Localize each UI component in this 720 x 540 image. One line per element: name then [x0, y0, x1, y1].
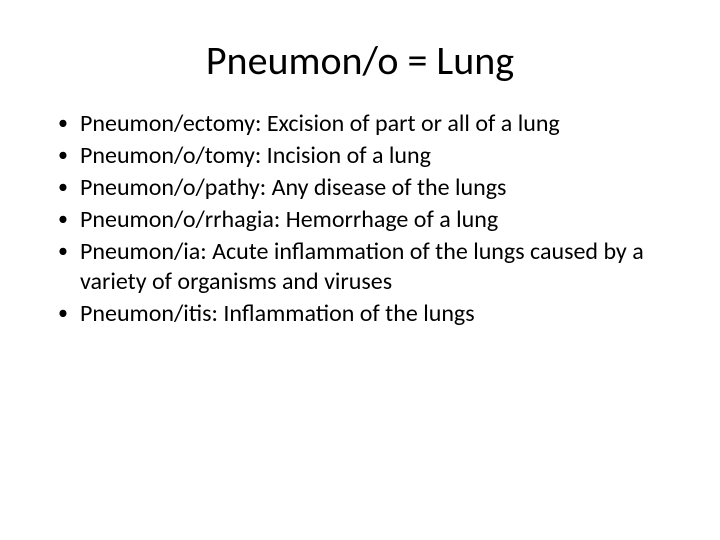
- list-item: Pneumon/o/pathy: Any disease of the lung…: [58, 173, 680, 203]
- list-item: Pneumon/o/rrhagia: Hemorrhage of a lung: [58, 205, 680, 235]
- list-item: Pneumon/o/tomy: Incision of a lung: [58, 141, 680, 171]
- slide: Pneumon/o = Lung Pneumon/ectomy: Excisio…: [0, 0, 720, 540]
- list-item: Pneumon/itis: Inflammation of the lungs: [58, 299, 680, 329]
- bullet-list: Pneumon/ectomy: Excision of part or all …: [58, 109, 680, 329]
- slide-body: Pneumon/ectomy: Excision of part or all …: [40, 109, 680, 331]
- list-item: Pneumon/ia: Acute inflammation of the lu…: [58, 237, 680, 297]
- list-item: Pneumon/ectomy: Excision of part or all …: [58, 109, 680, 139]
- slide-title: Pneumon/o = Lung: [40, 36, 680, 85]
